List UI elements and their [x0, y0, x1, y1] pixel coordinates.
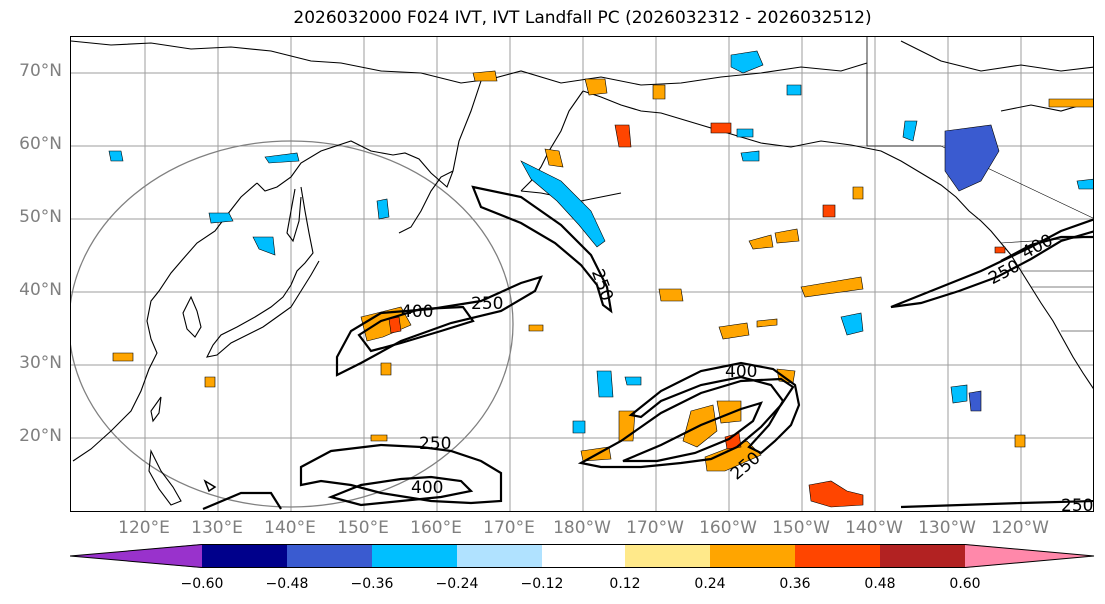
colorbar — [70, 544, 1095, 568]
contour-label: 400 — [411, 478, 443, 498]
lon-label-160e: 160°E — [410, 518, 462, 538]
map-panel: 400 250 250 400 250 400 250 250 400 250 — [70, 36, 1094, 512]
contour-label: 400 — [401, 302, 433, 322]
lon-label-180w: 180°W — [553, 518, 611, 538]
lon-label-130e: 130°E — [191, 518, 243, 538]
contour-label: 250 — [419, 434, 451, 454]
lon-label-140w: 140°W — [845, 518, 903, 538]
lat-label-50n: 50°N — [19, 207, 62, 227]
lat-label-40n: 40°N — [19, 280, 62, 300]
colorbar-extend-min — [70, 544, 202, 568]
region-circle — [71, 140, 514, 508]
lon-label-150w: 150°W — [772, 518, 830, 538]
colorbar-bin — [457, 544, 542, 568]
lon-label-140e: 140°E — [264, 518, 316, 538]
lon-label-170w: 170°W — [626, 518, 684, 538]
contour-label: 250 — [1061, 496, 1093, 512]
colorbar-bin — [710, 544, 795, 568]
contour-label: 250 — [471, 294, 503, 314]
colorbar-tick: −0.48 — [265, 576, 309, 592]
colorbar-bin — [372, 544, 457, 568]
colorbar-bin — [795, 544, 880, 568]
colorbar-tick: 0.12 — [609, 576, 641, 592]
lon-label-120e: 120°E — [118, 518, 170, 538]
colorbar-outline — [70, 544, 1095, 568]
lat-label-70n: 70°N — [19, 61, 62, 81]
colorbar-tick: 0.48 — [864, 576, 896, 592]
colorbar-extend-max — [965, 544, 1094, 568]
ivt-contours — [202, 185, 1093, 511]
colorbar-bin — [625, 544, 710, 568]
map-svg: 400 250 250 400 250 400 250 250 400 250 — [71, 37, 1093, 512]
colorbar-tick: 0.36 — [779, 576, 811, 592]
lon-label-160w: 160°W — [699, 518, 757, 538]
contour-label: 400 — [725, 362, 757, 382]
colorbar-tick: −0.36 — [350, 576, 394, 592]
lat-label-20n: 20°N — [19, 426, 62, 446]
lat-label-30n: 30°N — [19, 353, 62, 373]
colorbar-bin — [202, 544, 287, 568]
colorbar-tick: −0.60 — [180, 576, 224, 592]
figure-title: 2026032000 F024 IVT, IVT Landfall PC (20… — [293, 8, 872, 28]
colorbar-tick: −0.24 — [435, 576, 479, 592]
colorbar-tick: −0.12 — [520, 576, 564, 592]
colorbar-bin — [880, 544, 965, 568]
lat-label-60n: 60°N — [19, 134, 62, 154]
colorbar-tick: 0.24 — [694, 576, 726, 592]
colorbar-tick: 0.60 — [949, 576, 981, 592]
lon-label-120w: 120°W — [991, 518, 1049, 538]
lon-label-150e: 150°E — [337, 518, 389, 538]
colorbar-bin — [542, 544, 625, 568]
lon-label-170e: 170°E — [483, 518, 535, 538]
colorbar-bin — [287, 544, 372, 568]
lon-label-130w: 130°W — [918, 518, 976, 538]
